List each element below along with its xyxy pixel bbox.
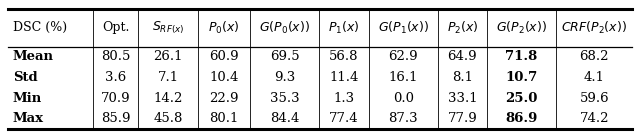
Text: Opt.: Opt. xyxy=(102,21,129,34)
Text: 7.1: 7.1 xyxy=(157,71,179,84)
Text: 74.2: 74.2 xyxy=(579,112,609,125)
Text: $S_{RF(x)}$: $S_{RF(x)}$ xyxy=(152,20,184,36)
Text: Std: Std xyxy=(13,71,37,84)
Text: 84.4: 84.4 xyxy=(270,112,300,125)
Text: 85.9: 85.9 xyxy=(101,112,131,125)
Text: $G(P_1(x))$: $G(P_1(x))$ xyxy=(378,20,429,36)
Text: 77.9: 77.9 xyxy=(447,112,477,125)
Text: 25.0: 25.0 xyxy=(506,92,538,105)
Text: Max: Max xyxy=(13,112,44,125)
Text: DSC (%): DSC (%) xyxy=(13,21,67,34)
Text: 87.3: 87.3 xyxy=(388,112,418,125)
Text: Mean: Mean xyxy=(13,50,54,63)
Text: 3.6: 3.6 xyxy=(105,71,127,84)
Text: $P_1(x)$: $P_1(x)$ xyxy=(328,20,360,36)
Text: 86.9: 86.9 xyxy=(506,112,538,125)
Text: 22.9: 22.9 xyxy=(209,92,239,105)
Text: $P_0(x)$: $P_0(x)$ xyxy=(209,20,240,36)
Text: 35.3: 35.3 xyxy=(270,92,300,105)
Text: $G(P_0(x))$: $G(P_0(x))$ xyxy=(259,20,310,36)
Text: 69.5: 69.5 xyxy=(270,50,300,63)
Text: $CRF(P_2(x))$: $CRF(P_2(x))$ xyxy=(561,20,627,36)
Text: 10.7: 10.7 xyxy=(506,71,538,84)
Text: 70.9: 70.9 xyxy=(101,92,131,105)
Text: 56.8: 56.8 xyxy=(329,50,358,63)
Text: 62.9: 62.9 xyxy=(388,50,418,63)
Text: 64.9: 64.9 xyxy=(447,50,477,63)
Text: $P_2(x)$: $P_2(x)$ xyxy=(447,20,478,36)
Text: 1.3: 1.3 xyxy=(333,92,355,105)
Text: 71.8: 71.8 xyxy=(506,50,538,63)
Text: 68.2: 68.2 xyxy=(579,50,609,63)
Text: 4.1: 4.1 xyxy=(584,71,605,84)
Text: 11.4: 11.4 xyxy=(330,71,358,84)
Text: 14.2: 14.2 xyxy=(154,92,183,105)
Text: 77.4: 77.4 xyxy=(329,112,359,125)
Text: 16.1: 16.1 xyxy=(388,71,418,84)
Text: 80.5: 80.5 xyxy=(101,50,131,63)
Text: 26.1: 26.1 xyxy=(154,50,183,63)
Text: 8.1: 8.1 xyxy=(452,71,473,84)
Text: 0.0: 0.0 xyxy=(393,92,413,105)
Text: 59.6: 59.6 xyxy=(579,92,609,105)
Text: 33.1: 33.1 xyxy=(447,92,477,105)
Text: 9.3: 9.3 xyxy=(274,71,296,84)
Text: $G(P_2(x))$: $G(P_2(x))$ xyxy=(496,20,547,36)
Text: 10.4: 10.4 xyxy=(209,71,239,84)
Text: 60.9: 60.9 xyxy=(209,50,239,63)
Text: 45.8: 45.8 xyxy=(154,112,183,125)
Text: 80.1: 80.1 xyxy=(209,112,239,125)
Text: Min: Min xyxy=(13,92,42,105)
